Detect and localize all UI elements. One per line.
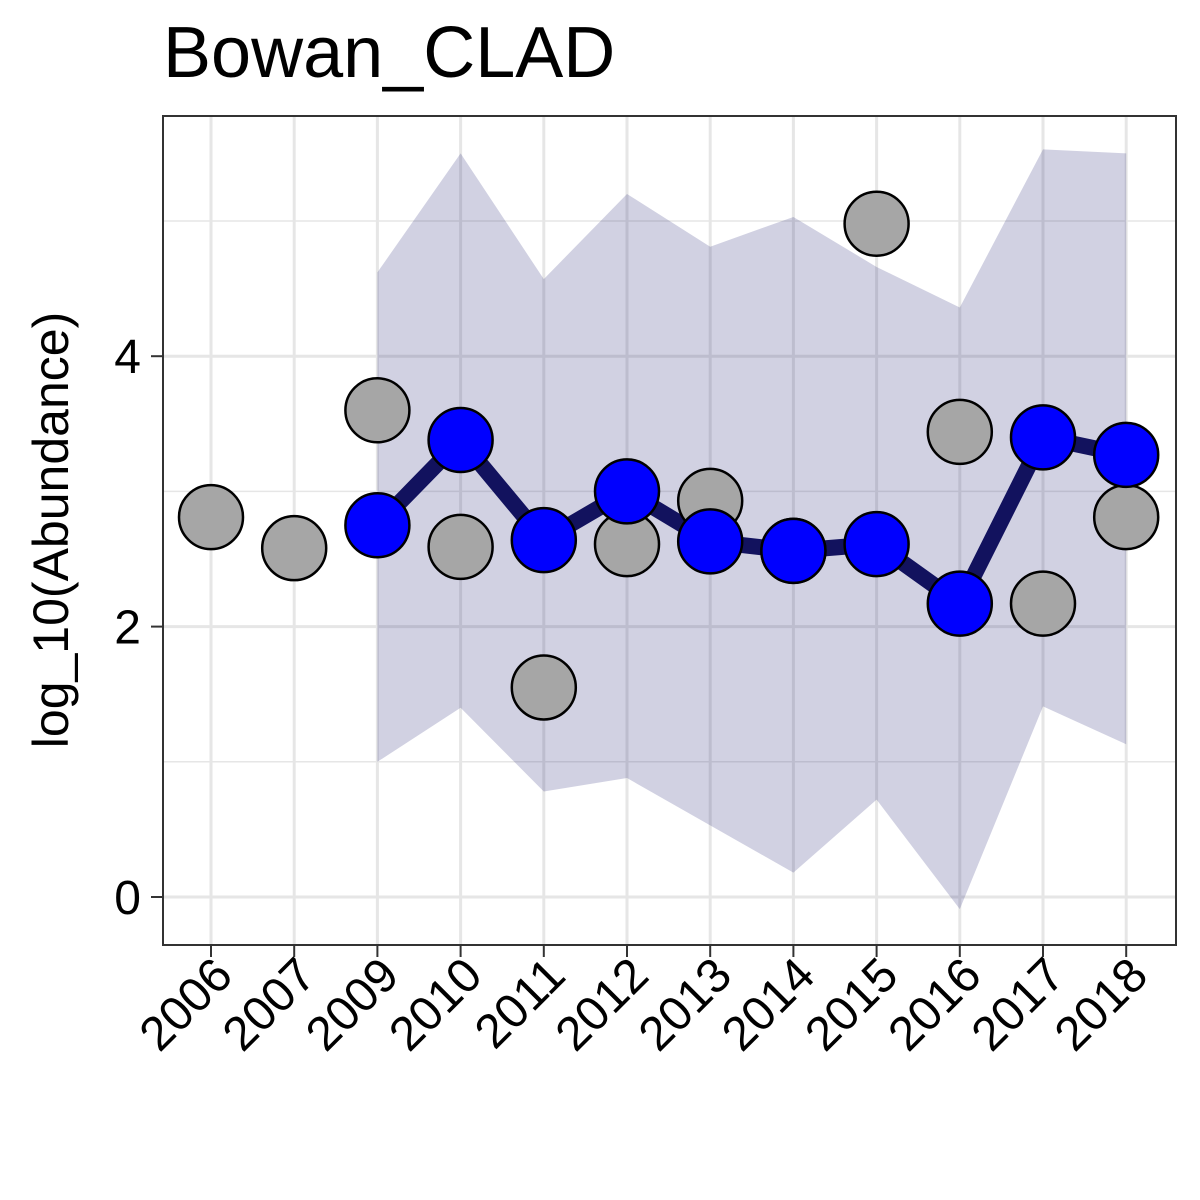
confidence-band-area — [377, 149, 1127, 910]
estimate-point-2011 — [510, 506, 578, 574]
estimate-point-2017 — [1009, 404, 1077, 471]
y-tick-label-0: 0 — [114, 872, 141, 925]
estimate-point-2018 — [1092, 421, 1160, 489]
observed-point-2009 — [344, 377, 411, 444]
x-tick-label-2010: 2010 — [379, 948, 492, 1061]
x-tick-label-2012: 2012 — [546, 948, 659, 1061]
x-tick-label-2015: 2015 — [795, 948, 908, 1061]
estimate-point-2015 — [843, 510, 910, 578]
x-tick-label-2013: 2013 — [629, 948, 742, 1061]
x-tick-label-2017: 2017 — [962, 948, 1075, 1061]
chart-title: Bowan_CLAD — [163, 13, 615, 93]
estimate-points — [344, 404, 1160, 637]
estimate-point-2014 — [760, 517, 827, 585]
observed-point-2007 — [260, 514, 328, 582]
confidence-band — [377, 149, 1127, 910]
x-tick-label-2011: 2011 — [465, 948, 575, 1058]
x-tick-label-2006: 2006 — [130, 948, 243, 1061]
plot-frame — [162, 115, 1177, 946]
observed-point-2010 — [427, 513, 494, 581]
observed-point-2018 — [1092, 483, 1160, 551]
x-tick-label-2016: 2016 — [879, 948, 992, 1061]
y-axis-label: log_10(Abundance) — [23, 312, 79, 748]
x-tick-label-2009: 2009 — [296, 948, 409, 1061]
y-tick-label-4: 4 — [114, 331, 141, 384]
estimate-point-2012 — [593, 458, 661, 525]
x-tick-label-2018: 2018 — [1045, 948, 1158, 1061]
x-tick-label-2007: 2007 — [213, 948, 326, 1061]
observed-point-2011 — [510, 654, 578, 721]
estimate-point-2016 — [926, 570, 994, 637]
estimate-line — [369, 429, 1135, 612]
observed-point-2006 — [177, 483, 245, 551]
estimate-point-2010 — [427, 406, 494, 474]
observed-point-2017 — [1009, 570, 1077, 637]
observed-point-2016 — [926, 398, 994, 466]
estimate-point-2013 — [676, 508, 744, 575]
estimate-series-line — [369, 429, 1135, 612]
x-tick-label-2014: 2014 — [712, 948, 825, 1061]
estimate-point-2009 — [344, 491, 411, 559]
observed-point-2015 — [843, 190, 910, 257]
y-tick-label-2: 2 — [114, 602, 141, 655]
